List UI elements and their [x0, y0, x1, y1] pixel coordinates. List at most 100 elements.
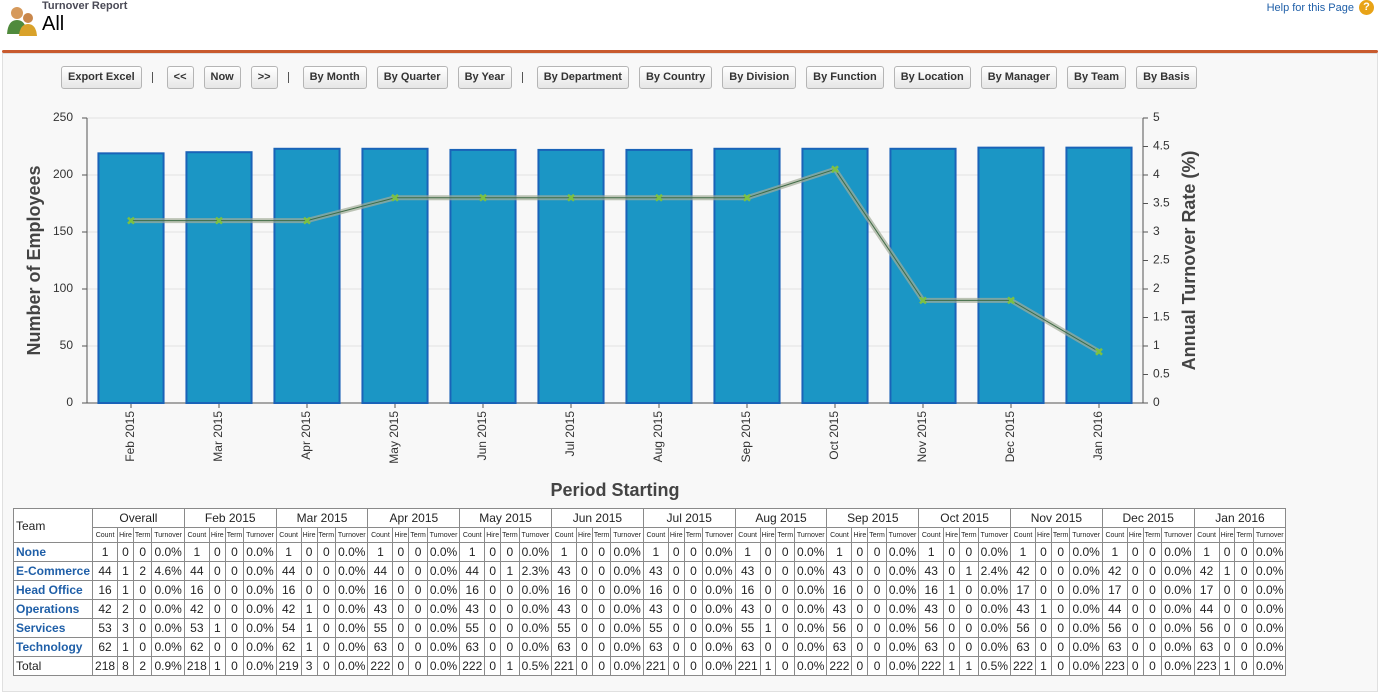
cell: 55 — [367, 618, 394, 638]
subheader: Count — [275, 527, 302, 543]
cell: 0 — [1126, 637, 1144, 657]
cell: 0 — [759, 561, 777, 581]
subheader: Turnover — [151, 527, 185, 543]
button[interactable]: Now — [203, 66, 241, 89]
cell: 0 — [683, 618, 704, 638]
button[interactable]: By Team — [1067, 66, 1127, 89]
line-marker — [1007, 296, 1015, 305]
subheader: Count — [551, 527, 578, 543]
cell: 0 — [867, 618, 887, 638]
button[interactable]: By Basis — [1136, 66, 1197, 89]
button[interactable]: Export Excel — [61, 66, 142, 89]
cell: 43 — [1009, 599, 1037, 619]
cell: 43 — [642, 599, 669, 619]
cell: 43 — [826, 599, 853, 619]
cell: 0 — [224, 542, 245, 562]
cell: 0 — [224, 656, 245, 676]
cell: 0 — [1126, 618, 1144, 638]
cell: 0 — [1234, 637, 1255, 657]
subheader: Turnover — [335, 527, 369, 543]
cell: 0 — [408, 599, 428, 619]
cell: 44 — [459, 561, 486, 581]
subheader: Hire — [392, 527, 410, 543]
cell: 43 — [826, 561, 853, 581]
cell: 1 — [208, 618, 226, 638]
cell: 0 — [316, 618, 337, 638]
y2-tick-label: 3 — [1153, 224, 1160, 238]
team-name[interactable]: Operations — [12, 599, 94, 619]
subheader-row: Count Hire Term Turnover Count Hire Term Turnov… — [14, 527, 1287, 543]
cell: 0 — [300, 580, 318, 600]
subheader: Term — [224, 527, 245, 543]
cell: 0 — [959, 599, 979, 619]
button[interactable]: By Quarter — [376, 66, 448, 89]
cell: 53 — [183, 618, 210, 638]
cell: 0 — [484, 656, 502, 676]
cell: 0 — [591, 580, 612, 600]
cell: 0 — [208, 637, 226, 657]
cell: 0.0% — [1161, 542, 1195, 562]
cell: 1 — [208, 656, 226, 676]
button[interactable]: << — [166, 66, 194, 89]
help-link[interactable]: Help for this Page — [1266, 2, 1354, 14]
cell: 1 — [500, 656, 520, 676]
team-name[interactable]: Technology — [12, 637, 94, 657]
cell: 0 — [576, 580, 593, 600]
cell: 0.0% — [885, 618, 920, 638]
cell: 0.0% — [335, 542, 369, 562]
line-marker — [127, 216, 135, 225]
button[interactable]: By Department — [536, 66, 629, 89]
cell: 0 — [851, 561, 869, 581]
cell: 16 — [551, 580, 578, 600]
button[interactable]: By Location — [893, 66, 971, 89]
button[interactable]: By Division — [722, 66, 797, 89]
team-name[interactable]: None — [12, 542, 94, 562]
cell: 0 — [591, 561, 612, 581]
cell: 0.0% — [1161, 561, 1195, 581]
subheader: Term — [1050, 527, 1071, 543]
cell: 63 — [367, 637, 394, 657]
cell: 63 — [826, 637, 853, 657]
cell: 0 — [208, 599, 226, 619]
y-tick-label: 0 — [66, 395, 73, 409]
button[interactable]: By Manager — [980, 66, 1058, 89]
cell: 0.0% — [518, 599, 553, 619]
help-icon[interactable]: ? — [1359, 0, 1374, 15]
cell: 0.0% — [335, 561, 369, 581]
cell: 0 — [667, 580, 685, 600]
cell: 0 — [1035, 561, 1052, 581]
cell: 0.0% — [151, 599, 185, 619]
cell: 63 — [642, 637, 669, 657]
button[interactable]: By Country — [638, 66, 713, 89]
cell: 0 — [408, 637, 428, 657]
cell: 1 — [92, 542, 119, 562]
cell: 0.0% — [702, 637, 736, 657]
subheader: Count — [367, 527, 394, 543]
cell: 16 — [183, 580, 210, 600]
subheader: Term — [1234, 527, 1255, 543]
cell: 0 — [224, 637, 245, 657]
cell: 62 — [183, 637, 210, 657]
button[interactable]: >> — [250, 66, 278, 89]
separator — [151, 72, 153, 83]
cell: 1 — [300, 599, 318, 619]
cell: 17 — [1193, 580, 1220, 600]
button[interactable]: By Year — [457, 66, 512, 89]
button[interactable]: By Function — [806, 66, 884, 89]
cell: 0 — [1035, 637, 1052, 657]
cell: 0 — [1050, 542, 1071, 562]
cell: 0 — [1234, 599, 1255, 619]
cell: 0 — [224, 599, 245, 619]
team-name[interactable]: Services — [12, 618, 94, 638]
team-name[interactable]: E-Commerce — [12, 561, 94, 581]
cell: 0 — [484, 561, 502, 581]
team-name[interactable]: Head Office — [12, 580, 94, 600]
cell: 0 — [408, 580, 428, 600]
cell: 0.0% — [1161, 656, 1195, 676]
bar — [449, 148, 517, 404]
subheader: Turnover — [794, 527, 828, 543]
x-tick-label: Apr 2015 — [299, 411, 313, 460]
button[interactable]: By Month — [302, 66, 367, 89]
cell: 0.0% — [243, 561, 277, 581]
cell: 0 — [224, 580, 245, 600]
